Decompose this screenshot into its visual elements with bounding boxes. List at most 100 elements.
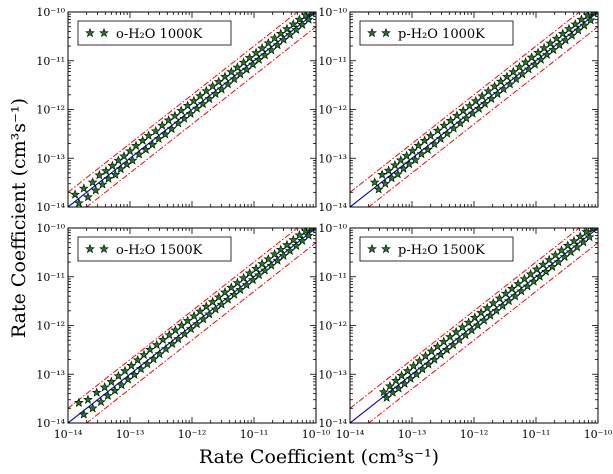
data-point <box>531 264 542 274</box>
data-point <box>139 349 149 360</box>
data-point <box>480 98 490 108</box>
data-point <box>123 374 133 384</box>
data-point <box>398 163 409 173</box>
data-point <box>182 315 193 325</box>
data-point <box>554 39 565 50</box>
data-point <box>110 169 121 179</box>
legend-marker <box>99 27 109 38</box>
data-point <box>238 272 249 283</box>
data-point <box>575 231 586 241</box>
plot-area <box>350 12 598 207</box>
data-point <box>210 88 221 98</box>
data-point <box>476 307 486 317</box>
data-point <box>78 409 89 419</box>
data-point <box>423 359 434 369</box>
data-point <box>526 52 537 62</box>
data-point <box>523 64 534 74</box>
data-point <box>145 344 155 354</box>
data-point <box>519 273 530 284</box>
data-point <box>384 380 395 391</box>
y-tick-label: 10⁻¹⁴ <box>36 201 65 214</box>
data-point <box>173 118 184 128</box>
data-point <box>573 25 584 35</box>
data-point <box>127 155 138 165</box>
data-point <box>373 184 384 194</box>
data-point <box>426 346 437 356</box>
data-point <box>285 29 295 40</box>
data-point <box>132 354 143 365</box>
data-point <box>185 108 196 118</box>
data-point <box>188 95 199 106</box>
data-point <box>408 360 419 371</box>
data-point <box>115 163 126 174</box>
panel-4: 10⁻¹⁴ 10⁻¹³ 10⁻¹² 10⁻¹¹ 10⁻¹⁰ 10⁻¹⁴ 10⁻¹³ 10⁻¹²… <box>318 222 613 441</box>
data-point <box>420 350 431 361</box>
data-point <box>581 228 592 237</box>
legend: o-H₂O 1000K <box>77 20 232 46</box>
data-point <box>503 295 514 306</box>
data-point <box>413 140 424 150</box>
data-point <box>107 160 118 170</box>
data-point <box>551 33 562 43</box>
data-point <box>266 260 277 270</box>
data-point <box>74 197 84 207</box>
data-point <box>550 249 561 260</box>
data-point <box>275 28 286 38</box>
data-point <box>556 245 567 255</box>
data-point <box>136 363 146 374</box>
data-point <box>216 299 227 309</box>
data-point <box>407 145 418 155</box>
data-point <box>113 370 124 381</box>
data-point <box>377 169 388 179</box>
data-point <box>226 66 237 77</box>
panel-2: 10⁻¹⁴ 10⁻¹³ 10⁻¹² 10⁻¹¹ 10⁻¹⁰ p-H₂O 1000K <box>318 6 599 214</box>
bound-line <box>367 26 598 207</box>
data-point <box>70 189 80 199</box>
data-point <box>520 57 531 67</box>
data-point <box>578 237 589 247</box>
data-point <box>142 358 153 369</box>
data-point <box>207 81 218 91</box>
legend-label: p-H₂O 1000K <box>398 27 485 42</box>
data-point <box>548 44 559 55</box>
data-point <box>235 69 246 79</box>
legend-marker <box>85 243 95 254</box>
data-point <box>109 385 120 395</box>
data-point <box>429 138 440 149</box>
y-tick-label: 10⁻¹¹ <box>318 55 347 68</box>
legend: o-H₂O 1500K <box>77 236 232 262</box>
data-point <box>278 34 289 44</box>
x-tick-label: 10⁻¹⁰ <box>584 428 613 441</box>
data-point <box>508 66 519 77</box>
data-point <box>269 33 280 43</box>
data-point <box>454 334 465 345</box>
data-point <box>395 155 406 165</box>
data-point <box>439 120 450 130</box>
y-tick-label: 10⁻¹³ <box>318 152 347 165</box>
data-point <box>158 334 168 344</box>
data-point <box>297 235 308 245</box>
data-point <box>528 276 539 286</box>
data-point <box>570 19 581 29</box>
data-point <box>90 185 101 195</box>
y-tick-label: 10⁻¹¹ <box>318 271 347 284</box>
data-point <box>272 39 283 50</box>
data-point <box>83 191 93 202</box>
data-point <box>192 318 202 329</box>
data-point <box>419 135 430 145</box>
data-point <box>505 79 515 89</box>
data-point <box>257 258 267 269</box>
data-point <box>401 150 412 161</box>
data-point <box>99 382 110 392</box>
data-point <box>87 403 98 413</box>
data-point <box>402 365 413 376</box>
data-point <box>414 355 425 366</box>
y-tick-label: 10⁻¹⁰ <box>318 6 347 19</box>
data-point <box>422 144 433 154</box>
data-point <box>94 170 105 180</box>
data-point <box>102 390 113 401</box>
plot-area <box>68 12 316 207</box>
y-tick-label: 10⁻¹¹ <box>36 271 65 284</box>
data-point <box>263 37 274 48</box>
